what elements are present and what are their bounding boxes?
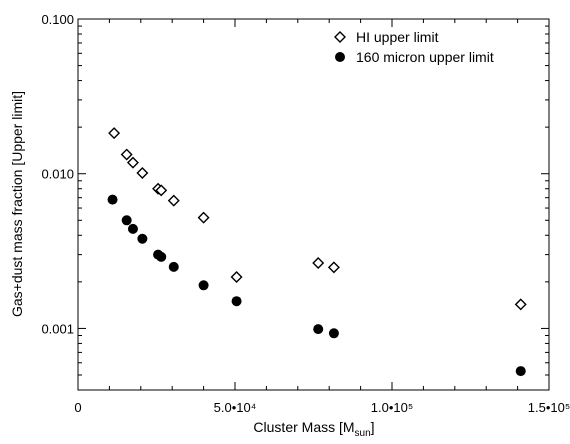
legend: HI upper limit 160 micron upper limit	[334, 29, 494, 65]
hi-upper-limit-point	[514, 298, 527, 311]
legend-label: 160 micron upper limit	[356, 49, 494, 65]
micron-160-upper-limit-point	[313, 324, 324, 335]
micron-160-upper-limit-point	[168, 261, 179, 272]
hi-upper-limit-point	[197, 211, 210, 224]
hi-upper-limit-point	[230, 271, 243, 283]
hi-upper-limit-point	[108, 127, 121, 140]
hi-upper-limit-point	[126, 156, 139, 169]
tick-labels: 0 5.0•10⁴ 1.0•10⁵ 1.5•10⁵ 0.001 0.010 0.100	[41, 12, 570, 415]
micron-160-upper-limit-point	[121, 215, 132, 226]
micron-160-upper-limit-point	[137, 233, 148, 244]
hi-upper-limit-point	[136, 167, 149, 180]
micron-160-upper-limit-point	[515, 366, 526, 377]
micron-160-upper-limit-point	[156, 251, 167, 262]
data-marks	[107, 127, 527, 377]
micron-160-upper-limit-point	[107, 194, 118, 205]
hi-upper-limit-point	[120, 148, 133, 161]
hi-upper-limit-point	[167, 194, 180, 207]
micron-160-upper-limit-point	[231, 296, 242, 307]
hi-upper-limit-point	[155, 184, 168, 197]
x-tick-label: 0	[74, 400, 81, 415]
legend-diamond-marker	[334, 31, 346, 43]
plot-frame	[77, 18, 550, 391]
micron-160-upper-limit-point	[328, 328, 339, 339]
y-tick-label: 0.100	[41, 12, 74, 27]
x-tick-label: 5.0•10⁴	[214, 400, 257, 415]
micron-160-upper-limit-point	[198, 280, 209, 291]
x-tick-label: 1.5•10⁵	[528, 400, 570, 415]
axis-ticks	[77, 18, 550, 391]
micron-160-upper-limit-point	[127, 223, 138, 234]
y-tick-label: 0.010	[41, 167, 74, 182]
y-tick-label: 0.001	[41, 321, 74, 336]
hi-upper-limit-point	[312, 256, 325, 269]
legend-label: HI upper limit	[356, 29, 439, 45]
x-axis-title: Cluster Mass [Msun]	[253, 419, 374, 439]
x-tick-label: 1.0•10⁵	[371, 400, 413, 415]
legend-circle-marker	[335, 52, 345, 62]
hi-upper-limit-point	[327, 261, 340, 274]
y-axis-title: Gas+dust mass fraction [Upper limit]	[9, 91, 25, 317]
